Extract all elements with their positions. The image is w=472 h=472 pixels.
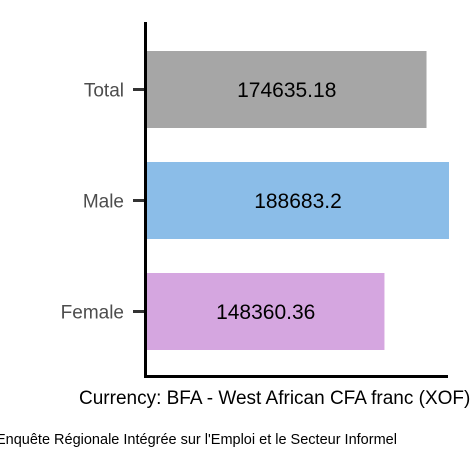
data-label-male: 188683.2 [254, 190, 342, 213]
data-label-female: 148360.36 [216, 301, 315, 324]
bar-male [147, 162, 449, 239]
y-tick-label-female: Female [61, 303, 124, 324]
data-label-total: 174635.18 [237, 79, 336, 102]
bars-group [147, 51, 449, 350]
y-tick-label-male: Male [83, 192, 124, 213]
y-tick-label-total: Total [84, 81, 124, 102]
source-caption: Enquête Régionale Intégrée sur l'Emploi … [0, 432, 397, 448]
bar-labels-group: 174635.18 188683.2 148360.36 [216, 79, 342, 324]
bar-total [147, 51, 427, 128]
bar-female [147, 273, 385, 350]
y-axis-ticks: Total Male Female [61, 81, 144, 324]
x-axis-title: Currency: BFA - West African CFA franc (… [79, 388, 470, 409]
